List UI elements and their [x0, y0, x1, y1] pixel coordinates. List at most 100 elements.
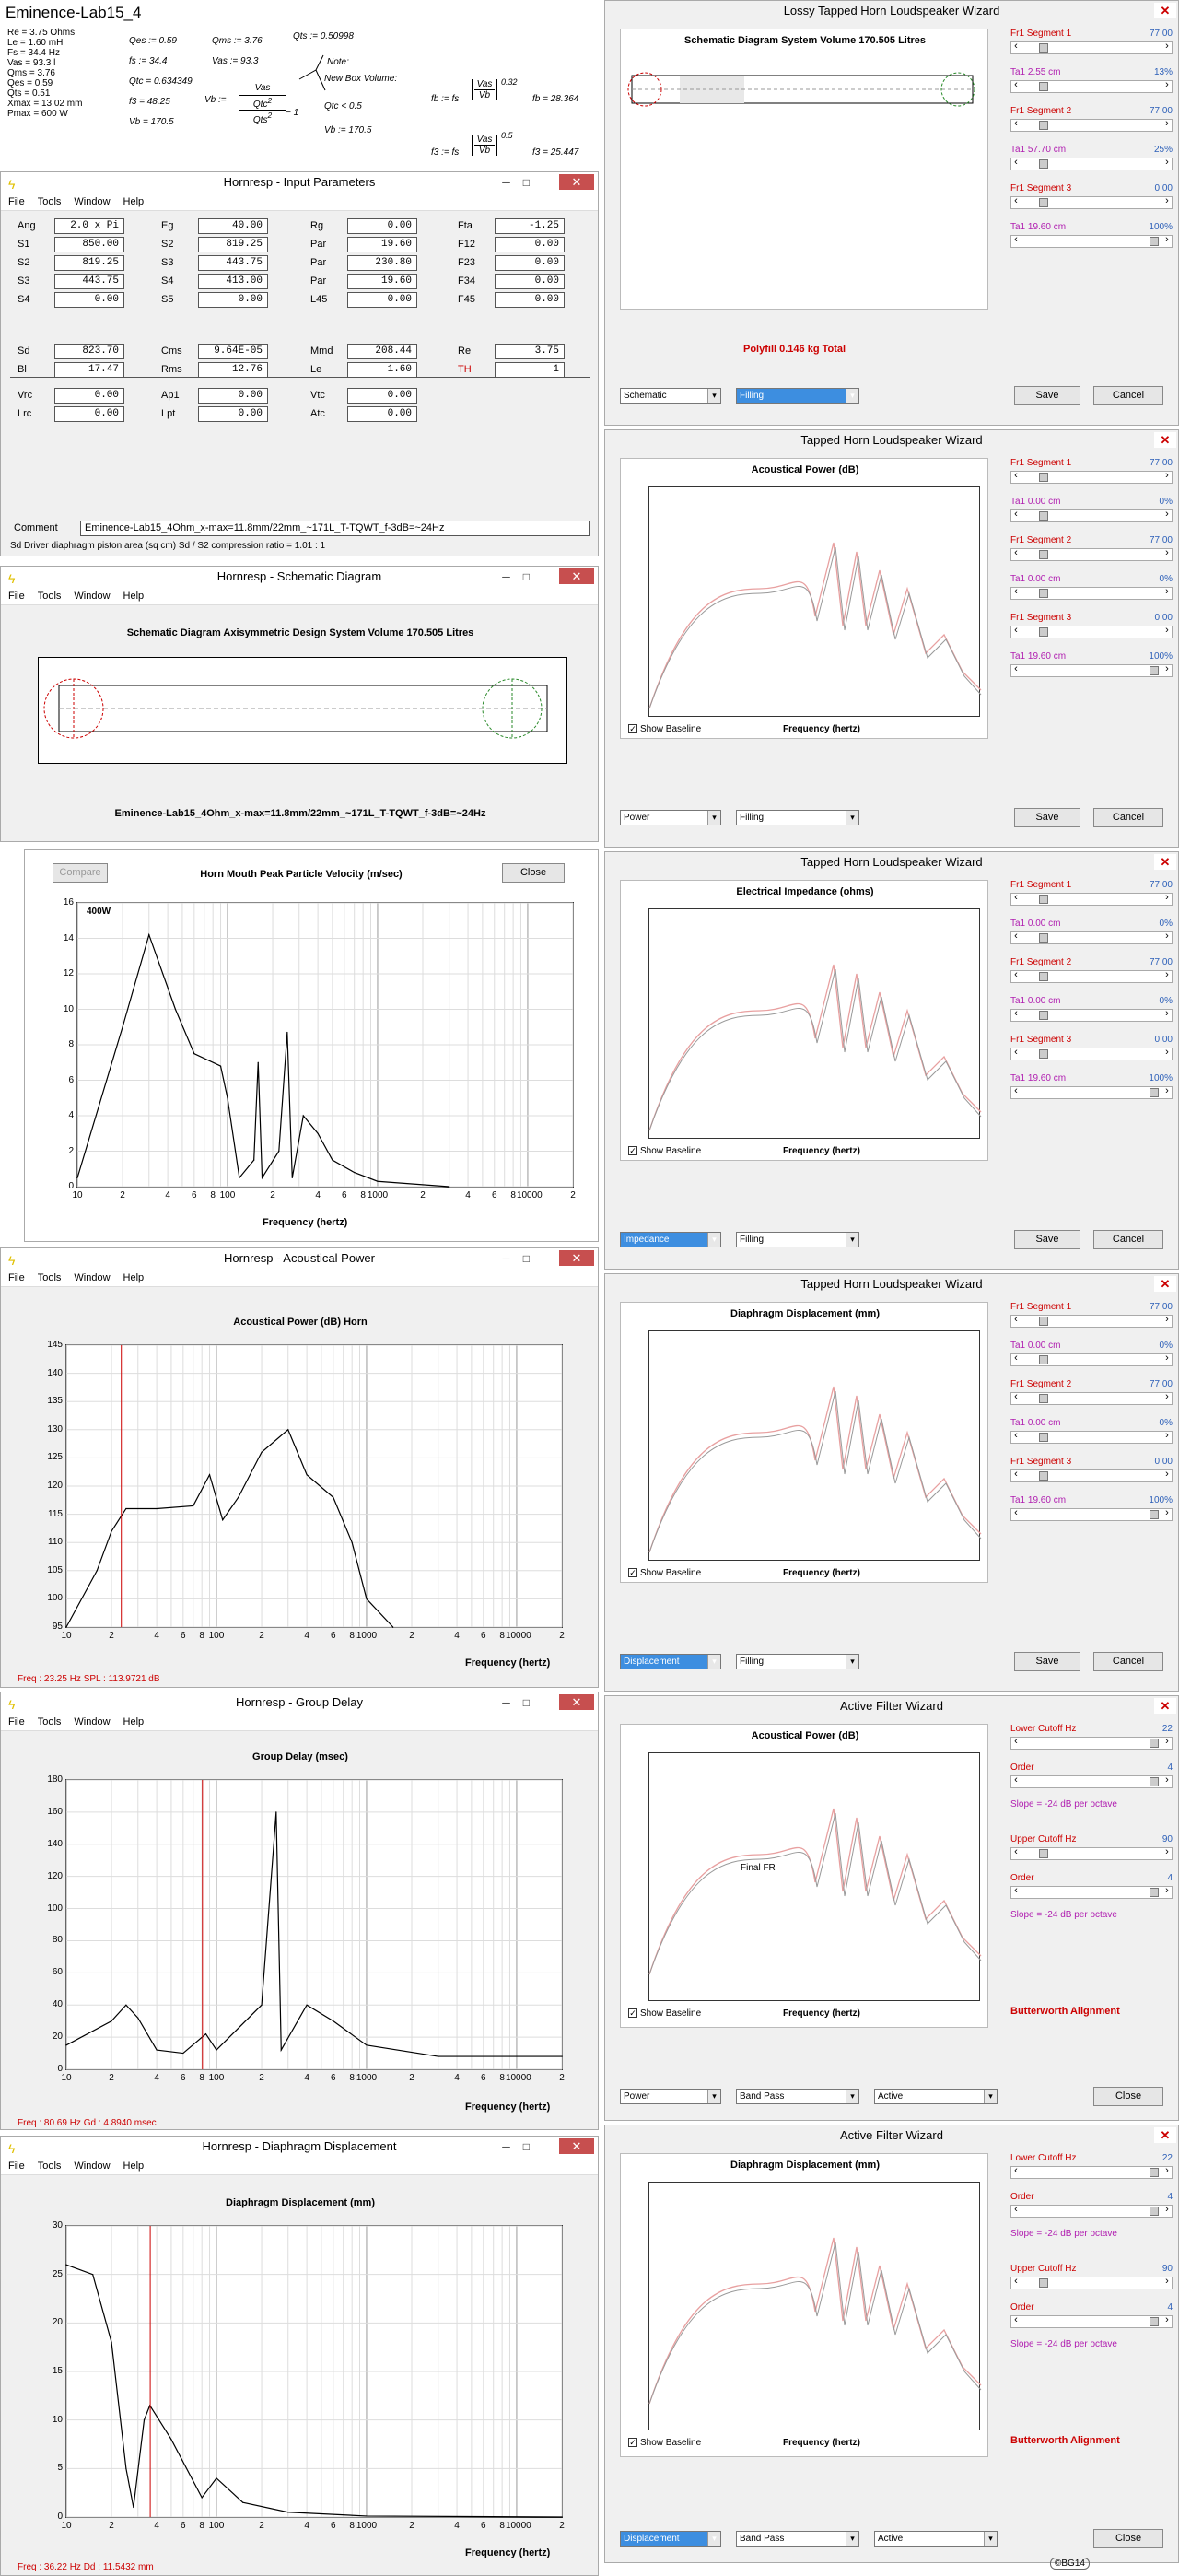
- param-field-bl[interactable]: 17.47: [54, 362, 124, 378]
- slider-thumb[interactable]: [1150, 1777, 1159, 1786]
- cancel-button[interactable]: Cancel: [1093, 1652, 1163, 1671]
- slider[interactable]: [1010, 547, 1173, 561]
- slider[interactable]: [1010, 118, 1173, 132]
- show-baseline-checkbox[interactable]: ✓ Show Baseline: [628, 2008, 701, 2019]
- mode-dropdown[interactable]: Filling: [736, 1654, 859, 1669]
- filter-order2-slider[interactable]: [1010, 2314, 1173, 2328]
- view-dropdown[interactable]: Displacement: [620, 1654, 721, 1669]
- slider-thumb[interactable]: [1039, 198, 1048, 207]
- slider-thumb[interactable]: [1039, 1433, 1048, 1442]
- close-icon[interactable]: ✕: [559, 174, 594, 190]
- param-field-s3[interactable]: 443.75: [198, 255, 268, 271]
- slider[interactable]: [1010, 1469, 1173, 1482]
- menu-help[interactable]: Help: [123, 1272, 145, 1283]
- menu-window[interactable]: Window: [74, 1716, 111, 1727]
- param-field-par[interactable]: 19.60: [347, 274, 417, 289]
- close-button[interactable]: Close: [1093, 2529, 1163, 2548]
- param-field-th[interactable]: 1: [495, 362, 565, 378]
- close-icon[interactable]: ✕: [1154, 432, 1176, 448]
- close-icon[interactable]: ✕: [1154, 854, 1176, 870]
- close-icon[interactable]: ✕: [559, 2138, 594, 2154]
- mode-dropdown[interactable]: Filling: [736, 1232, 859, 1247]
- close-icon[interactable]: ✕: [1154, 1276, 1176, 1292]
- param-field-rms[interactable]: 12.76: [198, 362, 268, 378]
- slider-thumb[interactable]: [1039, 159, 1048, 169]
- view-dropdown[interactable]: Displacement: [620, 2531, 721, 2547]
- slider[interactable]: [1010, 1430, 1173, 1444]
- slider-thumb[interactable]: [1150, 1510, 1159, 1519]
- cancel-button[interactable]: Cancel: [1093, 386, 1163, 405]
- slider-thumb[interactable]: [1039, 121, 1048, 130]
- slider-thumb[interactable]: [1039, 473, 1048, 482]
- save-button[interactable]: Save: [1014, 386, 1080, 405]
- param-field-mmd[interactable]: 208.44: [347, 344, 417, 359]
- slider[interactable]: [1010, 663, 1173, 677]
- param-field-s5[interactable]: 0.00: [198, 292, 268, 308]
- slider-thumb[interactable]: [1150, 1088, 1159, 1097]
- param-field-cms[interactable]: 9.64E-05: [198, 344, 268, 359]
- show-baseline-checkbox[interactable]: ✓ Show Baseline: [628, 1568, 701, 1578]
- slider-thumb[interactable]: [1039, 1011, 1048, 1020]
- slider-thumb[interactable]: [1039, 627, 1048, 637]
- param-field-le[interactable]: 1.60: [347, 362, 417, 378]
- slider[interactable]: [1010, 1507, 1173, 1521]
- view-dropdown[interactable]: Schematic: [620, 388, 721, 404]
- slider[interactable]: [1010, 1314, 1173, 1328]
- menu-tools[interactable]: Tools: [37, 2160, 62, 2172]
- slider-thumb[interactable]: [1039, 511, 1048, 521]
- menu-window[interactable]: Window: [74, 1272, 111, 1283]
- slider[interactable]: [1010, 586, 1173, 600]
- slider[interactable]: [1010, 195, 1173, 209]
- slider[interactable]: [1010, 1391, 1173, 1405]
- menu-help[interactable]: Help: [123, 196, 145, 207]
- show-baseline-checkbox[interactable]: ✓ Show Baseline: [628, 2438, 701, 2448]
- filter-type-dropdown[interactable]: Active: [874, 2089, 998, 2104]
- filter-upper-slider[interactable]: [1010, 2276, 1173, 2289]
- save-button[interactable]: Save: [1014, 1230, 1080, 1249]
- param-field-lpt[interactable]: 0.00: [198, 406, 268, 422]
- slider-thumb[interactable]: [1039, 972, 1048, 981]
- slider-thumb[interactable]: [1039, 43, 1048, 53]
- comment-field[interactable]: Eminence-Lab15_4Ohm_x-max=11.8mm/22mm_~1…: [80, 521, 590, 536]
- menu-tools[interactable]: Tools: [37, 1716, 62, 1727]
- view-dropdown[interactable]: Power: [620, 2089, 721, 2104]
- slider-thumb[interactable]: [1039, 82, 1048, 91]
- slider[interactable]: [1010, 509, 1173, 522]
- menu-file[interactable]: File: [8, 591, 25, 602]
- check-icon[interactable]: ✓: [628, 1146, 637, 1155]
- close-icon[interactable]: ✕: [559, 1694, 594, 1710]
- param-field-ang[interactable]: 2.0 x Pi: [54, 218, 124, 234]
- check-icon[interactable]: ✓: [628, 1568, 637, 1577]
- menu-window[interactable]: Window: [74, 2160, 111, 2172]
- slider-thumb[interactable]: [1039, 933, 1048, 943]
- param-field-s1[interactable]: 850.00: [54, 237, 124, 252]
- slider-thumb[interactable]: [1039, 895, 1048, 904]
- window-minmax-icon[interactable]: ─□: [502, 2140, 543, 2153]
- cancel-button[interactable]: Cancel: [1093, 1230, 1163, 1249]
- slider-thumb[interactable]: [1150, 666, 1159, 675]
- close-icon[interactable]: ✕: [1154, 3, 1176, 18]
- mode-dropdown[interactable]: Filling: [736, 810, 859, 825]
- cancel-button[interactable]: Cancel: [1093, 808, 1163, 827]
- param-field-re[interactable]: 3.75: [495, 344, 565, 359]
- slider-thumb[interactable]: [1039, 1355, 1048, 1364]
- window-minmax-icon[interactable]: ─□: [502, 1696, 543, 1709]
- param-field-lrc[interactable]: 0.00: [54, 406, 124, 422]
- slider-thumb[interactable]: [1150, 2207, 1159, 2216]
- slider[interactable]: [1010, 1008, 1173, 1022]
- slider-thumb[interactable]: [1039, 1394, 1048, 1403]
- slider[interactable]: [1010, 969, 1173, 983]
- slider-thumb[interactable]: [1039, 1317, 1048, 1326]
- slider-thumb[interactable]: [1039, 550, 1048, 559]
- param-field-s4[interactable]: 413.00: [198, 274, 268, 289]
- param-field-ap1[interactable]: 0.00: [198, 388, 268, 404]
- filter-lower-slider[interactable]: [1010, 2165, 1173, 2179]
- param-field-par[interactable]: 19.60: [347, 237, 417, 252]
- param-field-fta[interactable]: -1.25: [495, 218, 565, 234]
- slider-thumb[interactable]: [1039, 1471, 1048, 1481]
- window-minmax-icon[interactable]: ─□: [502, 570, 543, 583]
- menu-window[interactable]: Window: [74, 591, 111, 602]
- save-button[interactable]: Save: [1014, 808, 1080, 827]
- check-icon[interactable]: ✓: [628, 2438, 637, 2447]
- slider-thumb[interactable]: [1150, 237, 1159, 246]
